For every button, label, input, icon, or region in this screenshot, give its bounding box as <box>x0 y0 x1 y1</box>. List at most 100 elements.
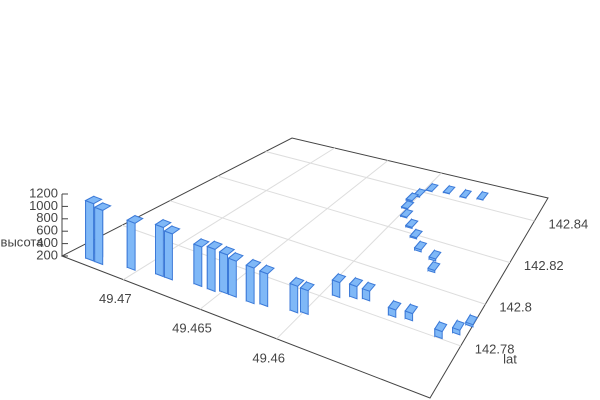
bar <box>126 214 144 272</box>
bar-front <box>155 223 164 278</box>
bar-top <box>348 277 364 288</box>
bar-top <box>218 246 236 256</box>
bar <box>442 184 456 195</box>
bar <box>227 251 244 298</box>
bar <box>163 225 181 281</box>
bar-top <box>434 321 448 333</box>
bar <box>400 199 415 210</box>
bar <box>404 302 419 322</box>
bar-top <box>299 281 315 292</box>
z-axis-title: высота <box>1 234 45 249</box>
grid-line <box>169 200 486 305</box>
bar <box>428 248 442 262</box>
bar <box>93 202 112 266</box>
bar <box>258 264 275 308</box>
z-tick-label: 400 <box>36 235 58 250</box>
z-tick-label: 1200 <box>29 185 58 200</box>
x-tick-label: 49.46 <box>252 350 285 365</box>
bar <box>84 195 103 262</box>
bar-top <box>126 215 144 224</box>
z-tick-label: 800 <box>36 210 58 225</box>
bar <box>459 188 473 199</box>
bar <box>399 208 414 219</box>
bar <box>434 320 448 340</box>
bar-top <box>404 218 419 228</box>
bar <box>154 218 172 278</box>
bar <box>299 280 315 316</box>
bar-front <box>94 206 104 266</box>
bar-top <box>413 240 428 251</box>
bar-top <box>245 259 262 269</box>
y-axis-title: lat <box>503 351 517 366</box>
bar-front <box>300 287 309 316</box>
bar-front <box>219 251 228 295</box>
bar-top <box>465 314 478 326</box>
bar <box>476 190 489 201</box>
bar <box>361 281 376 302</box>
bar-top <box>409 228 423 239</box>
bar-top <box>93 202 112 211</box>
bar-top <box>399 208 414 218</box>
bar <box>404 218 419 230</box>
grid-line <box>276 172 442 340</box>
bar-top <box>404 303 419 315</box>
bar <box>405 191 420 203</box>
bar-top <box>400 200 415 210</box>
bar <box>413 240 428 253</box>
bar <box>465 313 478 328</box>
bar-top <box>428 249 442 260</box>
bar <box>427 260 441 274</box>
bar <box>451 318 465 336</box>
bar-front <box>164 230 173 281</box>
bar-top <box>451 319 465 331</box>
bar <box>425 182 439 193</box>
bar-top <box>387 300 402 311</box>
bar-top <box>405 192 420 202</box>
y-tick-label: 142.82 <box>524 258 564 273</box>
bar <box>245 258 262 305</box>
bar-front <box>193 243 203 288</box>
bar <box>289 276 305 314</box>
bar-top <box>331 273 347 284</box>
bar-top <box>206 240 224 250</box>
bar-top <box>442 185 456 195</box>
grid-line <box>217 175 511 264</box>
bar-top <box>476 191 489 201</box>
bar-top <box>154 219 172 229</box>
bar-front <box>289 282 299 314</box>
grid-line <box>265 151 535 222</box>
ground-plane <box>60 137 549 399</box>
bar-top <box>84 195 103 205</box>
bar-front <box>206 245 216 293</box>
bar-top <box>258 264 275 275</box>
bar <box>331 272 347 299</box>
z-tick-label: 1000 <box>29 198 58 213</box>
bar-top <box>289 277 305 287</box>
bar <box>409 228 423 240</box>
bar-top <box>361 281 376 292</box>
y-tick-label: 142.78 <box>475 341 515 356</box>
bar <box>206 240 224 293</box>
x-tick-label: 49.465 <box>172 321 212 336</box>
z-tick-label: 200 <box>36 247 58 262</box>
bar-front <box>245 264 255 305</box>
x-tick-label: 49.47 <box>99 291 132 306</box>
bar-top <box>459 189 473 199</box>
bar <box>348 276 364 300</box>
bar-front <box>126 219 136 272</box>
bar-top <box>425 183 439 192</box>
y-tick-label: 142.84 <box>548 216 588 231</box>
y-tick-label: 142.8 <box>499 300 532 315</box>
bar-front <box>228 257 237 298</box>
bar <box>192 237 210 288</box>
bar <box>218 245 236 295</box>
bar <box>387 299 402 319</box>
bar-top <box>192 238 210 248</box>
bar-front <box>259 270 269 308</box>
z-tick-label: 600 <box>36 223 58 238</box>
bar-top <box>227 252 244 262</box>
bar-front <box>85 199 95 262</box>
bar-top <box>427 261 441 272</box>
bar-top <box>163 225 181 235</box>
